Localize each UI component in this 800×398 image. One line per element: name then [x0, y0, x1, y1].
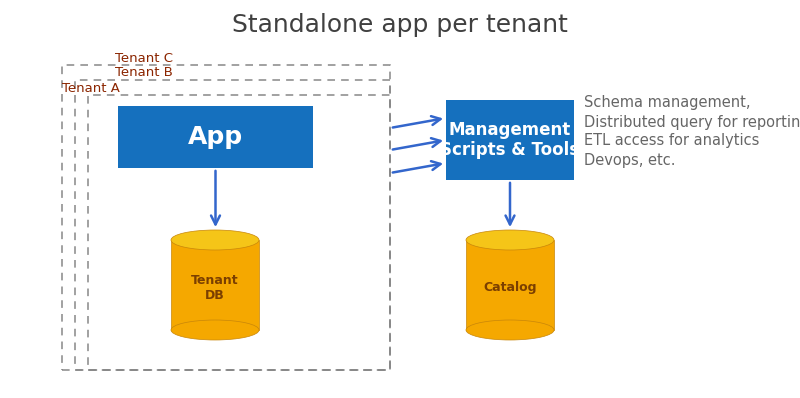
Text: Standalone app per tenant: Standalone app per tenant: [232, 13, 568, 37]
Bar: [466, 240, 554, 330]
Text: App: App: [188, 125, 243, 149]
Bar: [171, 240, 259, 330]
Text: ETL access for analytics: ETL access for analytics: [584, 133, 759, 148]
Ellipse shape: [466, 230, 554, 250]
Text: Tenant C: Tenant C: [115, 51, 173, 64]
Text: Tenant B: Tenant B: [115, 66, 173, 80]
Ellipse shape: [171, 230, 259, 250]
Text: Distributed query for reporting: Distributed query for reporting: [584, 115, 800, 129]
Ellipse shape: [466, 320, 554, 340]
Text: Schema management,: Schema management,: [584, 96, 750, 111]
Text: Tenant
DB: Tenant DB: [191, 274, 239, 302]
Ellipse shape: [171, 320, 259, 340]
Bar: [75, 80, 390, 370]
Bar: [62, 65, 390, 370]
Bar: [446, 100, 574, 180]
Text: Tenant A: Tenant A: [62, 82, 120, 94]
Text: Catalog: Catalog: [483, 281, 537, 295]
Bar: [88, 95, 390, 370]
Text: Devops, etc.: Devops, etc.: [584, 152, 675, 168]
Bar: [118, 106, 313, 168]
Text: Management
Scripts & Tools: Management Scripts & Tools: [441, 121, 579, 160]
